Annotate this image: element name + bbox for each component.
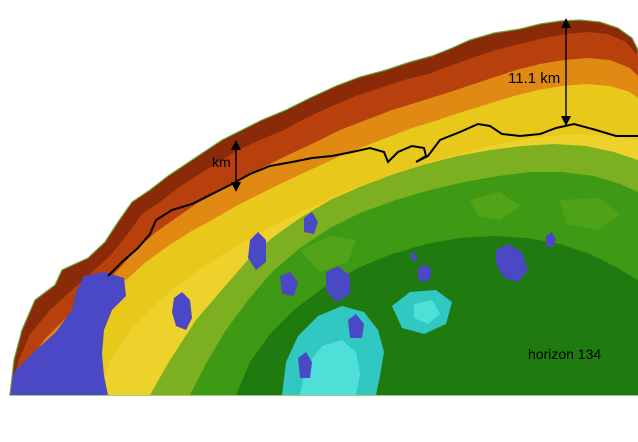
green-highlight (560, 198, 620, 230)
boundary-line (107, 122, 638, 277)
lake (298, 352, 312, 378)
horizon-label: horizon 134 (528, 346, 602, 362)
thickness-label-left: km (212, 154, 231, 170)
lake (304, 212, 318, 234)
lake (546, 232, 556, 248)
green-highlight (470, 192, 520, 220)
green-highlight (300, 236, 356, 272)
thickness-arrow-left (231, 140, 241, 192)
thickness-label-right: 11.1 km (508, 70, 561, 87)
lake-coastal (10, 272, 126, 395)
thickness-arrow-right (561, 18, 571, 126)
cyan-light-patch (300, 340, 360, 395)
lake (172, 292, 192, 330)
cyan-light-patch (414, 300, 440, 324)
lake (418, 264, 432, 282)
lake (348, 314, 364, 338)
lake (280, 272, 298, 296)
lake (410, 252, 418, 262)
lake (496, 244, 528, 282)
lake (326, 266, 350, 302)
lake (248, 232, 266, 270)
